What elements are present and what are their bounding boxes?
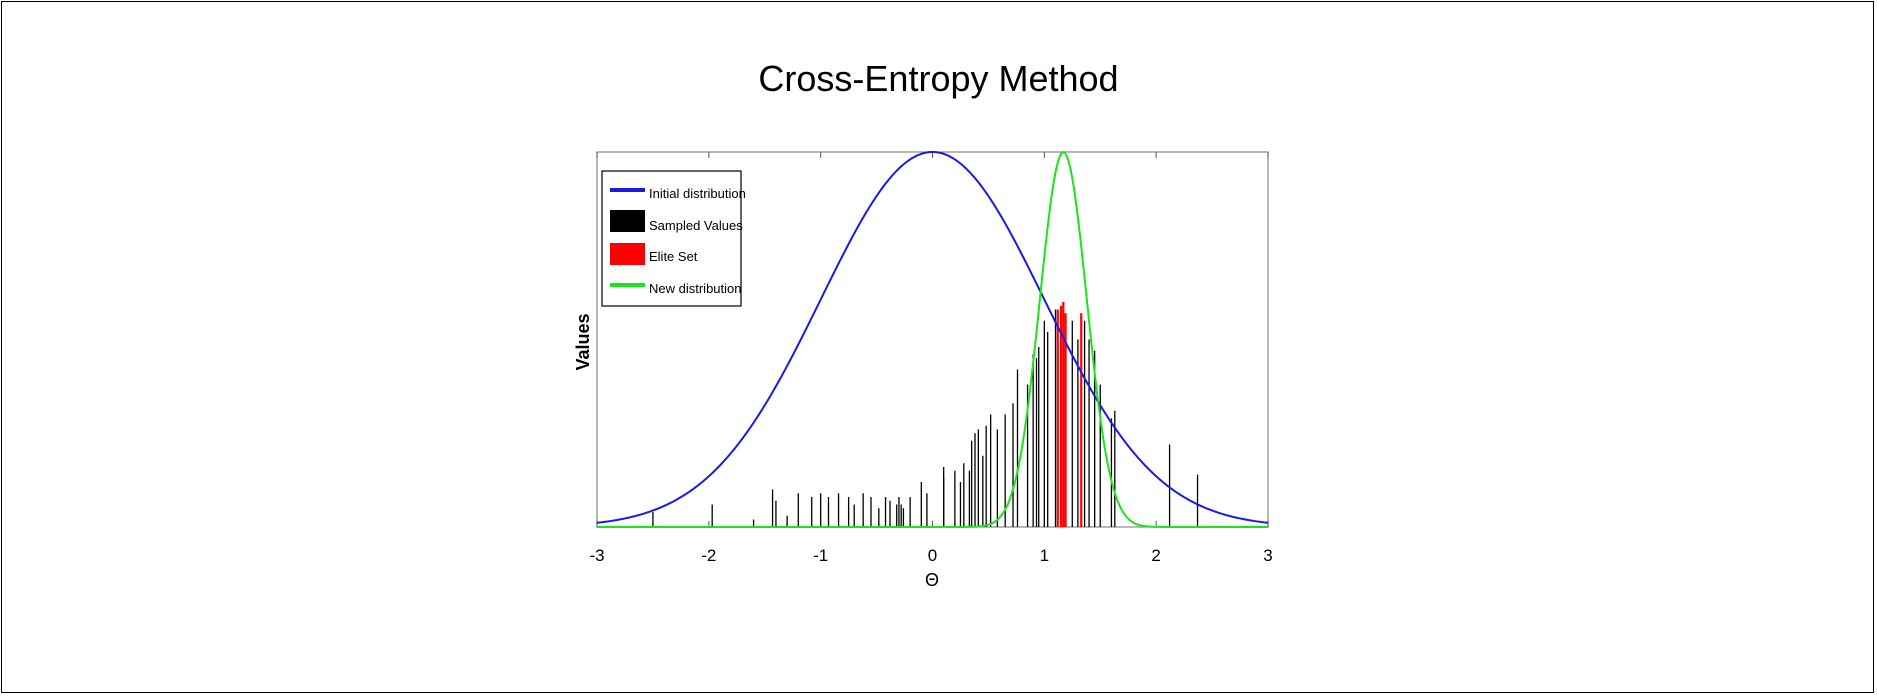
distribution-curves xyxy=(596,150,1269,528)
legend-swatch-elite xyxy=(610,243,645,265)
legend-label-initial: Initial distribution xyxy=(649,186,746,201)
slide-title: Cross-Entropy Method xyxy=(758,58,1119,99)
x-tick-label: 3 xyxy=(1263,546,1272,565)
new-distribution-line xyxy=(597,150,1268,528)
legend-label-sampled: Sampled Values xyxy=(649,218,743,233)
x-tick-label: -3 xyxy=(589,546,604,565)
legend-label-new: New distribution xyxy=(649,281,742,296)
x-tick-label: 2 xyxy=(1151,546,1160,565)
x-tick-label: -2 xyxy=(701,546,716,565)
legend: Initial distribution Sampled Values Elit… xyxy=(601,170,746,307)
x-tick-label: -1 xyxy=(813,546,828,565)
y-axis-label: Values xyxy=(573,313,593,370)
legend-swatch-sampled xyxy=(610,210,645,232)
sampled-values-bars xyxy=(652,309,1199,527)
x-tick-label: 1 xyxy=(1040,546,1049,565)
x-tick-label: 0 xyxy=(928,546,937,565)
x-axis-label: Θ xyxy=(925,570,939,590)
legend-label-elite: Elite Set xyxy=(649,249,698,264)
initial-distribution-line xyxy=(596,150,1269,524)
